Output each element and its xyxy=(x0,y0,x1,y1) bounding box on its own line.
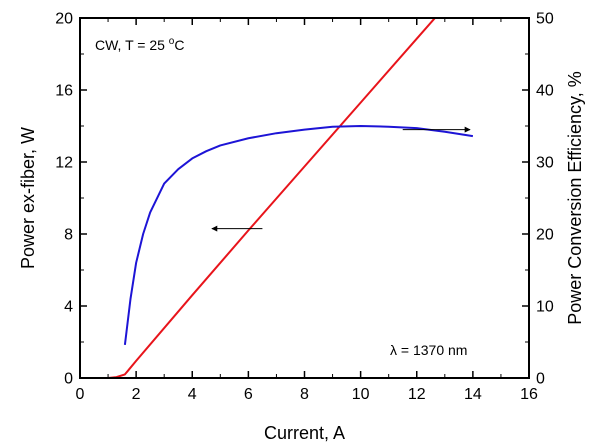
annotation-arrows xyxy=(211,126,471,232)
degree-sup: o xyxy=(169,36,175,47)
y-axis-left: 0 4 8 12 16 20 xyxy=(55,11,87,388)
y-tick-label-right: 30 xyxy=(536,155,554,172)
plot-frame xyxy=(79,17,530,379)
x-tick-label: 2 xyxy=(132,386,141,403)
x-tick-label: 10 xyxy=(352,386,370,403)
y-axis-left-title: Power ex-fiber, W xyxy=(18,127,38,269)
y-tick-label-left: 4 xyxy=(64,299,73,316)
x-tick-label: 14 xyxy=(464,386,482,403)
x-tick-label: 4 xyxy=(188,386,197,403)
series-line-2-right-axis xyxy=(123,125,474,346)
y-axis-right-title: Power Conversion Efficiency, % xyxy=(565,71,585,324)
x-tick-label: 12 xyxy=(408,386,426,403)
y-tick-label-left: 16 xyxy=(55,83,73,100)
x-tick-label: 8 xyxy=(300,386,309,403)
y-axis-right: 0 10 20 30 40 50 xyxy=(522,11,554,388)
y-tick-label-right: 50 xyxy=(536,11,554,28)
y-tick-label-right: 40 xyxy=(536,83,554,100)
series-line-1-left-axis xyxy=(107,18,437,378)
y-tick-label-right: 20 xyxy=(536,227,554,244)
wavelength-label: λ = 1370 nm xyxy=(390,342,467,358)
y-tick-label-left: 12 xyxy=(55,155,73,172)
series-layer xyxy=(107,18,474,378)
y-tick-label-left: 8 xyxy=(64,227,73,244)
x-axis: 0 2 4 6 8 10 12 14 16 xyxy=(76,18,538,403)
y-tick-label-right: 0 xyxy=(536,371,545,388)
x-axis-title: Current, A xyxy=(264,423,345,443)
x-tick-label: 16 xyxy=(520,386,538,403)
y-tick-label-left: 0 xyxy=(64,371,73,388)
x-tick-label: 0 xyxy=(76,386,85,403)
y-tick-label-left: 20 xyxy=(55,11,73,28)
y-tick-label-right: 10 xyxy=(536,299,554,316)
x-tick-label: 6 xyxy=(244,386,253,403)
conditions-label: CW, T = 25 oC xyxy=(95,36,184,53)
